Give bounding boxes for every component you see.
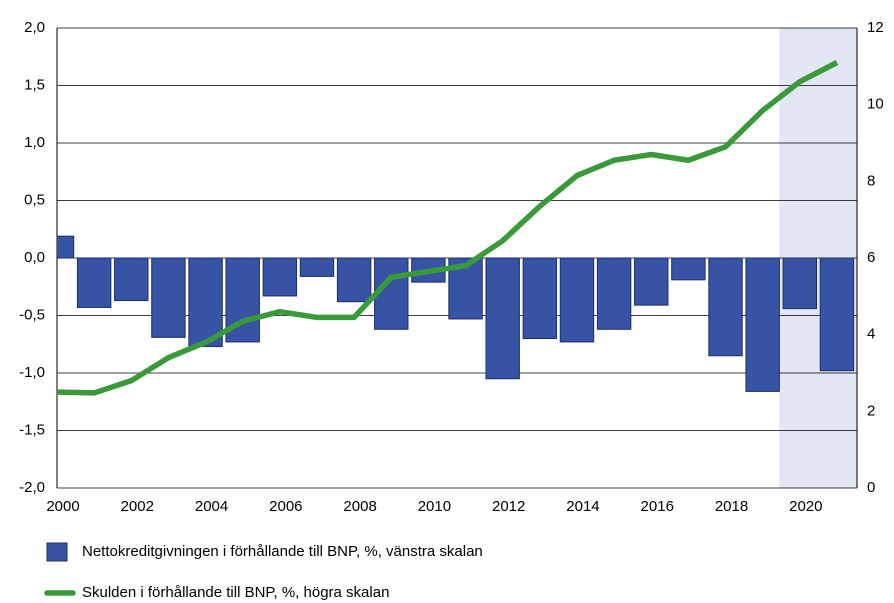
bar: [819, 257, 855, 372]
bar: [745, 257, 780, 392]
x-tick-label: 2008: [343, 498, 376, 515]
y2-tick-label: 8: [867, 172, 875, 189]
bar: [708, 257, 743, 357]
bar: [151, 257, 186, 338]
x-tick-label: 2014: [566, 498, 599, 515]
y-tick-label: 0,5: [24, 191, 45, 208]
x-tick-label: 2012: [492, 498, 525, 515]
x-tick-label: 2016: [641, 498, 674, 515]
y-tick-label: 2,0: [24, 19, 45, 36]
bar: [374, 257, 409, 330]
legend-label: Skulden i förhållande till BNP, %, högra…: [82, 584, 389, 601]
y-tick-label: -0,5: [19, 306, 45, 323]
bar: [299, 257, 335, 277]
y2-tick-label: 2: [867, 402, 875, 419]
bar: [485, 257, 520, 380]
y2-tick-label: 0: [867, 479, 875, 496]
y2-tick-label: 4: [867, 326, 875, 343]
bar: [188, 257, 223, 348]
y-tick-label: 1,0: [24, 134, 45, 151]
bar: [225, 257, 260, 343]
bar: [57, 235, 75, 259]
x-tick-label: 2002: [121, 498, 154, 515]
line: [57, 60, 839, 396]
y2-tick-label: 10: [867, 96, 884, 113]
y-tick-label: -1,0: [19, 364, 45, 381]
x-tick-label: 2020: [789, 498, 822, 515]
legend-swatch: [46, 542, 68, 562]
bar: [671, 257, 706, 281]
x-tick-label: 2006: [269, 498, 302, 515]
y-tick-label: -2,0: [19, 479, 45, 496]
bar: [76, 257, 112, 308]
bar: [559, 257, 595, 343]
bar: [336, 257, 372, 303]
bar: [262, 257, 298, 297]
bar: [114, 257, 149, 302]
x-tick-label: 2000: [46, 498, 79, 515]
x-tick-label: 2010: [418, 498, 451, 515]
bar: [634, 257, 669, 306]
y-tick-label: 1,5: [24, 76, 45, 93]
y2-tick-label: 12: [867, 19, 884, 36]
y-tick-label: -1,5: [19, 421, 45, 438]
x-tick-label: 2018: [715, 498, 748, 515]
x-tick-label: 2004: [195, 498, 228, 515]
legend-label: Nettokreditgivningen i förhållande till …: [82, 543, 483, 560]
bar: [782, 257, 818, 310]
bar: [522, 257, 558, 339]
y-tick-label: 0,0: [24, 249, 45, 266]
bar: [596, 257, 632, 330]
y2-tick-label: 6: [867, 249, 875, 266]
